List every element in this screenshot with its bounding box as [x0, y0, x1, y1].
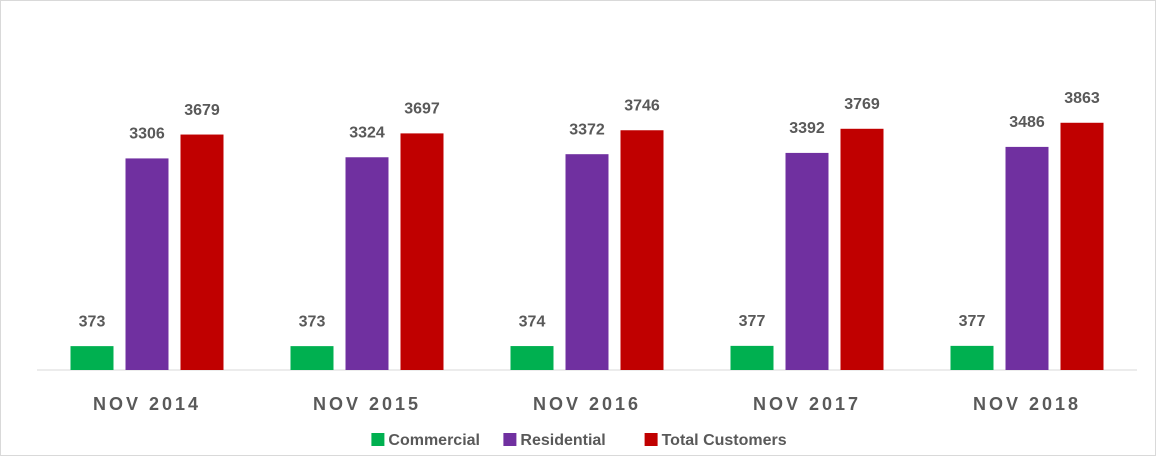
legend-swatch — [644, 433, 658, 446]
bar — [345, 157, 389, 370]
bar — [400, 133, 444, 370]
value-label: 3746 — [624, 97, 660, 114]
bar — [510, 346, 554, 370]
value-label: 3486 — [1009, 114, 1045, 131]
bar — [785, 152, 829, 370]
bar — [1005, 146, 1049, 370]
value-label: 3306 — [129, 126, 165, 143]
legend-label: Commercial — [388, 432, 480, 449]
value-label: 377 — [959, 313, 986, 330]
bar — [180, 134, 224, 370]
x-tick-label: NOV 2014 — [93, 394, 201, 414]
bar — [950, 345, 994, 370]
legend-label: Total Customers — [662, 432, 787, 449]
value-label: 373 — [299, 313, 326, 330]
value-label: 3392 — [789, 120, 825, 137]
value-label: 374 — [519, 313, 546, 330]
bar — [565, 154, 609, 370]
value-label: 377 — [739, 313, 766, 330]
x-tick-label: NOV 2017 — [753, 394, 861, 414]
x-tick-label: NOV 2016 — [533, 394, 641, 414]
value-label: 3769 — [844, 96, 880, 113]
x-tick-label: NOV 2015 — [313, 394, 421, 414]
value-label: 3324 — [349, 124, 385, 141]
legend-swatch — [503, 433, 517, 446]
legend-swatch — [371, 433, 385, 446]
value-label: 3863 — [1064, 90, 1100, 107]
bar — [70, 346, 114, 370]
value-label: 3679 — [184, 102, 220, 119]
value-label: 3372 — [569, 121, 605, 138]
x-tick-label: NOV 2018 — [973, 394, 1081, 414]
bar — [620, 130, 664, 370]
bar — [730, 345, 774, 370]
bar — [125, 158, 169, 370]
bar — [1060, 122, 1104, 370]
bar — [290, 346, 334, 370]
value-label: 373 — [79, 313, 106, 330]
bar — [840, 128, 884, 370]
legend-label: Residential — [520, 432, 605, 449]
value-label: 3697 — [404, 101, 440, 118]
